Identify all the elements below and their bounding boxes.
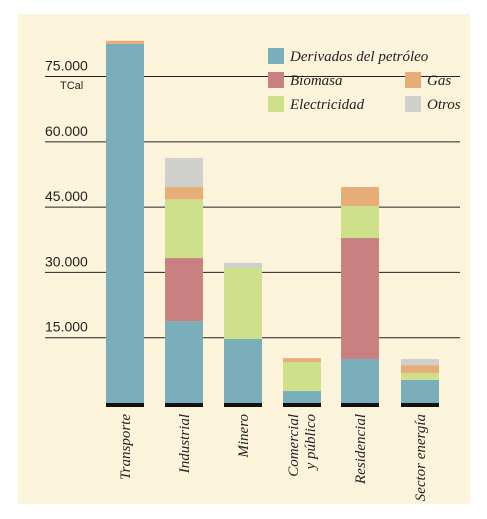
legend-swatch <box>268 72 284 88</box>
y-unit: TCal <box>60 80 83 92</box>
bar-segment <box>106 43 144 403</box>
legend-swatch <box>405 72 421 88</box>
background <box>18 14 470 504</box>
x-tick-label: Transporte <box>118 414 134 480</box>
legend-swatch <box>405 96 421 112</box>
x-tick-label: Comercialy público <box>286 414 319 477</box>
bar-segment <box>165 258 203 322</box>
bar-base <box>106 403 144 407</box>
bar-segment <box>165 187 203 200</box>
x-tick-label: Minero <box>236 414 252 459</box>
bar-segment <box>224 339 262 403</box>
bar-segment <box>165 321 203 403</box>
legend-label: Biomasa <box>290 73 343 89</box>
y-tick-label: 30.000 <box>45 253 88 269</box>
legend-label: Electricidad <box>289 97 365 113</box>
legend-label: Gas <box>427 73 451 89</box>
legend-swatch <box>268 96 284 112</box>
x-tick-label: Residencial <box>353 414 369 485</box>
bar-segment <box>106 40 144 44</box>
legend-swatch <box>268 48 284 64</box>
bar-base <box>165 403 203 407</box>
y-tick-label: 60.000 <box>45 123 88 139</box>
y-tick-label: 15.000 <box>45 319 88 335</box>
bar-base <box>341 403 379 407</box>
bar-segment <box>283 391 321 403</box>
bar-segment <box>165 199 203 259</box>
bar-segment <box>224 262 262 269</box>
bar-base <box>224 403 262 407</box>
bar-segment <box>341 359 379 403</box>
bar-segment <box>401 359 439 366</box>
bar-base <box>401 403 439 407</box>
legend-label: Derivados del petróleo <box>289 49 429 65</box>
x-tick-label: Industrial <box>177 414 193 474</box>
bar-segment <box>283 358 321 363</box>
bar-segment <box>165 157 203 188</box>
y-tick-label: 75.000 <box>45 58 88 74</box>
bar-segment <box>341 238 379 360</box>
bar-segment <box>401 372 439 380</box>
bar-segment <box>283 362 321 392</box>
bar-segment <box>401 365 439 373</box>
y-tick-label: 45.000 <box>45 188 88 204</box>
x-tick-label: Sector energía <box>413 414 429 501</box>
bar-segment <box>341 187 379 207</box>
bar-base <box>283 403 321 407</box>
legend-label: Otros <box>427 97 461 113</box>
bar-segment <box>401 379 439 403</box>
bar-segment <box>224 268 262 340</box>
bar-segment <box>341 206 379 239</box>
